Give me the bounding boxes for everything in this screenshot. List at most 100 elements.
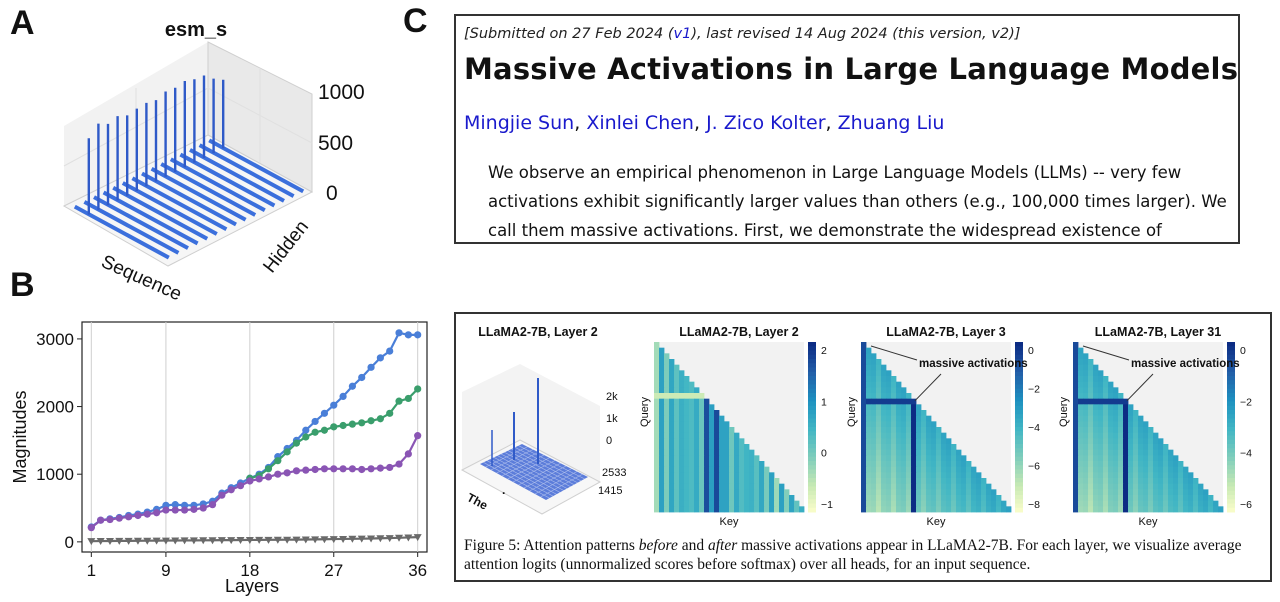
heatmap-cell <box>1078 415 1084 422</box>
heatmap-cell <box>734 500 740 507</box>
heatmap-cell <box>664 489 670 496</box>
author-link[interactable]: Mingjie Sun <box>464 112 575 134</box>
heatmap-cell <box>1128 461 1134 468</box>
colorbar-segment <box>808 478 816 483</box>
heatmap-cell <box>1123 500 1129 507</box>
heatmap-cell <box>876 398 882 405</box>
heatmap-cell <box>906 415 912 422</box>
heatmap-cell <box>699 438 705 445</box>
heatmap-cell <box>961 461 967 468</box>
heatmap-cell <box>1118 466 1124 473</box>
heatmap-cell <box>679 387 685 394</box>
heatmap-cell <box>951 495 957 502</box>
heatmap-cell <box>871 444 877 451</box>
heatmap-cell <box>1108 438 1114 445</box>
heatmap-cell <box>714 421 720 428</box>
heatmap-cell <box>1108 478 1114 485</box>
data-point <box>274 457 282 465</box>
heatmap-cell <box>1073 370 1079 377</box>
heatmap-cell <box>901 506 907 513</box>
colorbar-segment <box>1227 448 1235 453</box>
heatmap-cell <box>1178 500 1184 507</box>
colorbar-segment <box>808 359 816 364</box>
heatmap-cell <box>654 432 660 439</box>
heatmap-cell <box>679 461 685 468</box>
heatmap-cell <box>961 500 967 507</box>
heatmap-cell <box>659 455 665 462</box>
heatmap-cell <box>769 506 775 513</box>
heatmap-cell <box>901 489 907 496</box>
heatmap-cell <box>1203 500 1209 507</box>
data-point <box>218 491 226 499</box>
colorbar-segment <box>808 367 816 373</box>
heatmap-cell <box>1193 500 1199 507</box>
colorbar-segment <box>1015 478 1023 483</box>
heatmap-cell <box>976 500 982 507</box>
heatmap-cell <box>896 478 902 485</box>
heatmap-cell <box>659 387 665 394</box>
heatmap-cell <box>861 376 867 383</box>
heatmap-cell <box>961 495 967 502</box>
heatmap-cell <box>906 393 912 400</box>
data-point <box>302 433 310 441</box>
colorbar-segment <box>808 461 816 466</box>
heatmap-cell <box>659 347 665 354</box>
heatmap-cell <box>664 432 670 439</box>
heatmap-cell <box>926 444 932 451</box>
version-v1-link[interactable]: v1 <box>673 26 692 42</box>
heatmap-cell <box>901 410 907 417</box>
heatmap-cell <box>699 393 705 400</box>
heatmap-cell <box>956 489 962 496</box>
heatmap-cell <box>1088 404 1094 411</box>
heatmap-cell <box>1073 466 1079 473</box>
heatmap-cell <box>1083 438 1089 445</box>
colorbar-segment <box>1227 393 1235 398</box>
heatmap-cell <box>1108 410 1114 417</box>
author-link[interactable]: Xinlei Chen <box>586 112 694 134</box>
heatmap-cell <box>1083 427 1089 434</box>
colorbar-segment <box>1015 397 1023 402</box>
heatmap-cell <box>901 466 907 473</box>
heatmap-cell <box>744 495 750 502</box>
heatmap-cell <box>976 483 982 490</box>
author-link[interactable]: Zhuang Liu <box>837 112 945 134</box>
heatmap-cell <box>871 461 877 468</box>
colorbar-segment <box>1227 342 1235 347</box>
heatmap-cell <box>669 455 675 462</box>
heatmap-cell <box>1123 444 1129 451</box>
heatmap-cell <box>876 461 882 468</box>
heatmap-cell <box>896 415 902 422</box>
heatmap-cell <box>724 483 730 490</box>
heatmap-cell <box>936 472 942 479</box>
heatmap-cell <box>679 438 685 445</box>
heatmap-cell <box>941 444 947 451</box>
heatmap-cell <box>654 455 660 462</box>
heatmap-cell <box>881 393 887 400</box>
heatmap-cell <box>729 427 735 434</box>
heatmap-cell <box>866 472 872 479</box>
colorbar-segment <box>1227 452 1235 458</box>
heatmap-cell <box>1078 466 1084 473</box>
heatmap-cell <box>1093 364 1099 371</box>
heatmap-cell <box>1103 381 1109 388</box>
heatmap-cell <box>684 432 690 439</box>
heatmap-cell <box>654 461 660 468</box>
heatmap-cell <box>674 421 680 428</box>
heatmap-cell <box>659 427 665 434</box>
colorbar-segment <box>808 495 816 500</box>
heatmap-cell <box>1093 393 1099 400</box>
data-point <box>385 535 394 543</box>
heatmap-cell <box>739 455 745 462</box>
heatmap-cell <box>1098 415 1104 422</box>
colorbar-segment <box>808 486 816 492</box>
heatmap-cell <box>971 500 977 507</box>
heatmap-cell <box>744 449 750 456</box>
heatmap-cell <box>739 449 745 456</box>
heatmap-cell <box>714 472 720 479</box>
author-link[interactable]: J. Zico Kolter <box>706 112 826 134</box>
heatmap-cell <box>866 449 872 456</box>
heatmap-cell <box>714 483 720 490</box>
x-tick-label: 1 <box>87 561 96 580</box>
heatmap-cell <box>749 461 755 468</box>
